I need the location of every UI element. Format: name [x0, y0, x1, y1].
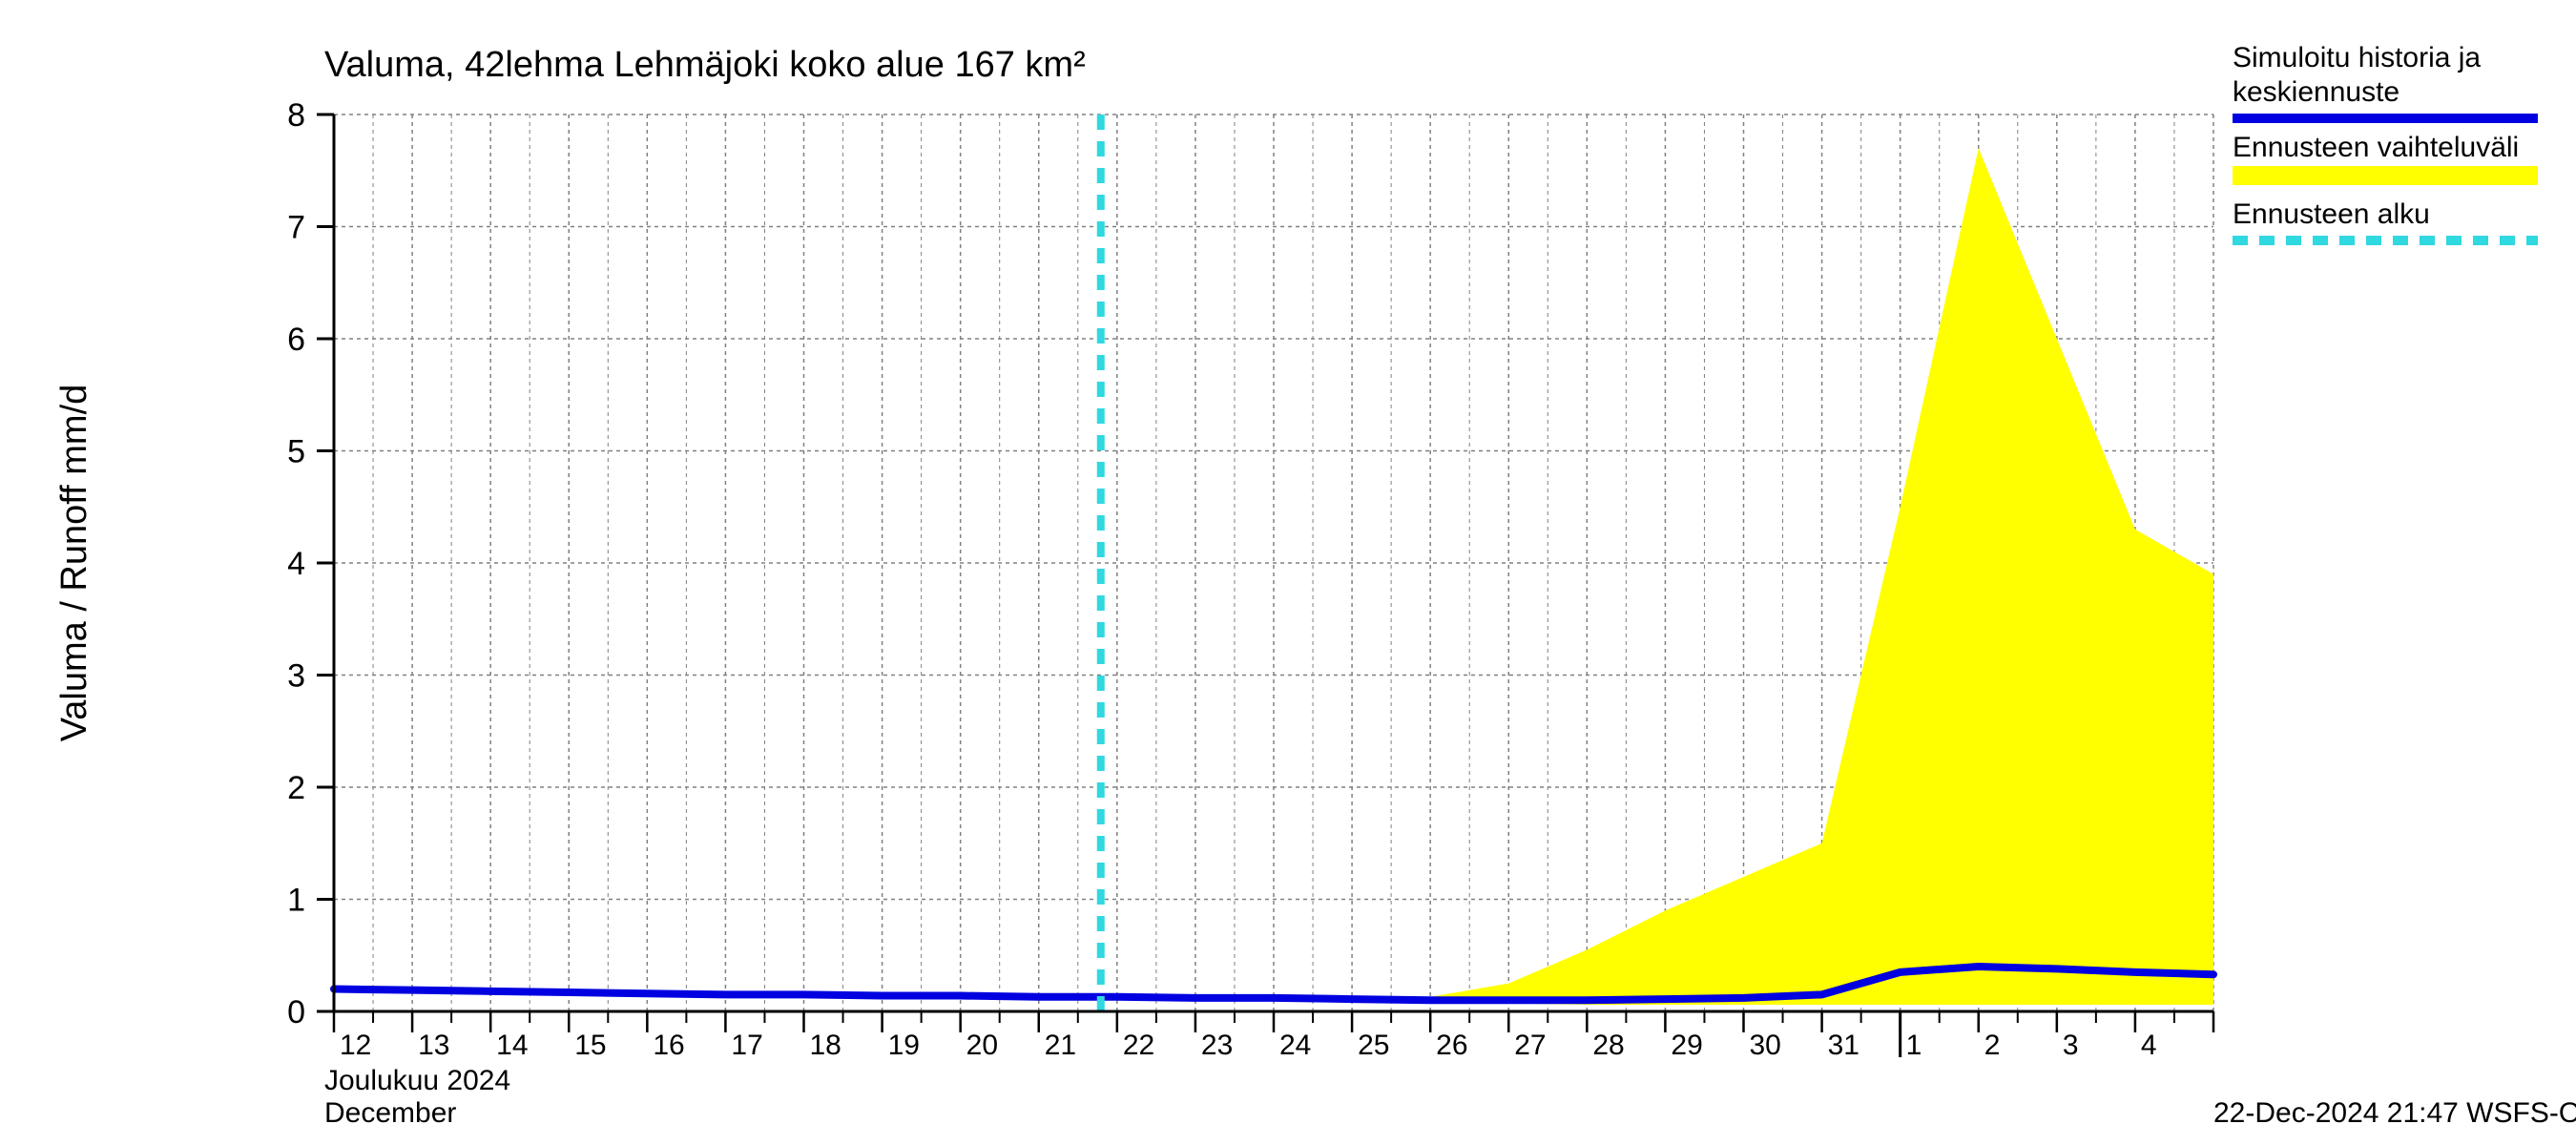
x-tick-label: 16 — [653, 1030, 684, 1061]
x-tick-label: 29 — [1671, 1030, 1702, 1061]
x-sublabel-2: December — [324, 1097, 456, 1129]
y-tick-label: 5 — [287, 434, 305, 470]
x-tick-label: 2 — [1984, 1030, 2001, 1061]
x-tick-label: 4 — [2141, 1030, 2157, 1061]
x-tick-label: 3 — [2063, 1030, 2079, 1061]
runoff-chart: 0123456781213141516171819202122232425262… — [0, 0, 2576, 1145]
x-tick-label: 13 — [418, 1030, 449, 1061]
x-tick-label: 20 — [966, 1030, 998, 1061]
legend-label-median-1: Simuloitu historia ja — [2233, 42, 2481, 73]
x-tick-label: 19 — [888, 1030, 920, 1061]
x-tick-label: 28 — [1592, 1030, 1624, 1061]
y-tick-label: 2 — [287, 770, 305, 806]
x-tick-label: 12 — [340, 1030, 371, 1061]
legend-label-forecast-start: Ennusteen alku — [2233, 198, 2430, 230]
x-tick-label: 17 — [731, 1030, 762, 1061]
chart-container: 0123456781213141516171819202122232425262… — [0, 0, 2576, 1145]
y-tick-label: 4 — [287, 546, 305, 582]
legend-swatch-band — [2233, 166, 2538, 185]
x-tick-label: 25 — [1358, 1030, 1389, 1061]
x-tick-label: 15 — [574, 1030, 606, 1061]
y-axis-label: Valuma / Runoff mm/d — [54, 385, 94, 742]
x-tick-label: 24 — [1279, 1030, 1311, 1061]
chart-title: Valuma, 42lehma Lehmäjoki koko alue 167 … — [324, 45, 1086, 85]
x-tick-label: 1 — [1906, 1030, 1922, 1061]
x-tick-label: 14 — [496, 1030, 528, 1061]
x-tick-label: 22 — [1123, 1030, 1154, 1061]
x-tick-label: 23 — [1201, 1030, 1233, 1061]
x-sublabel-1: Joulukuu 2024 — [324, 1065, 510, 1096]
y-tick-label: 1 — [287, 883, 305, 919]
x-tick-label: 21 — [1045, 1030, 1076, 1061]
legend-label-median-2: keskiennuste — [2233, 76, 2399, 108]
y-tick-label: 3 — [287, 658, 305, 695]
footer-timestamp: 22-Dec-2024 21:47 WSFS-O — [2213, 1097, 2576, 1129]
y-tick-label: 6 — [287, 322, 305, 358]
x-tick-label: 30 — [1750, 1030, 1781, 1061]
x-tick-label: 27 — [1514, 1030, 1546, 1061]
x-tick-label: 31 — [1828, 1030, 1859, 1061]
y-tick-label: 7 — [287, 210, 305, 246]
legend-label-band: Ennusteen vaihteluväli — [2233, 132, 2519, 163]
x-tick-label: 26 — [1436, 1030, 1467, 1061]
y-tick-label: 8 — [287, 97, 305, 134]
x-tick-label: 18 — [810, 1030, 841, 1061]
y-tick-label: 0 — [287, 994, 305, 1030]
